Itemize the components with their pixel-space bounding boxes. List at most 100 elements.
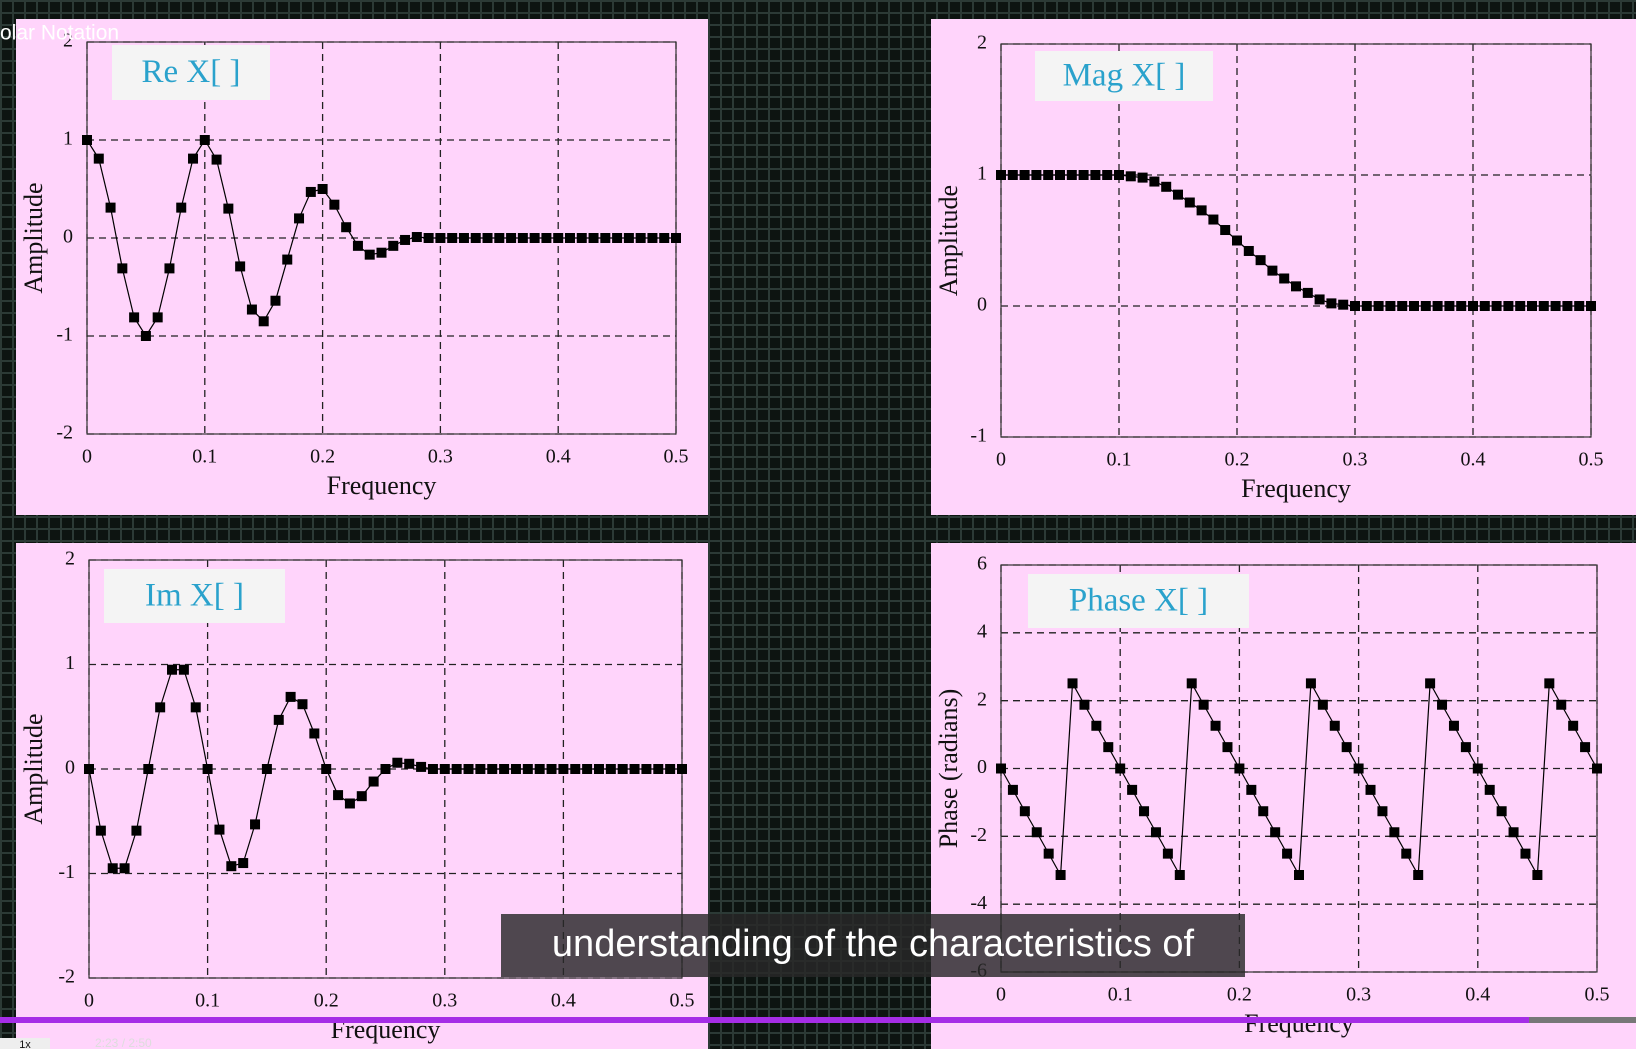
data-point xyxy=(534,764,545,774)
data-point xyxy=(344,798,355,809)
y-axis-label: Amplitude xyxy=(19,182,48,293)
x-axis-label: Frequency xyxy=(1241,474,1351,503)
chart-title: Re X[ ] xyxy=(142,54,241,90)
x-tick-label: 0 xyxy=(996,449,1006,471)
x-tick-label: 0.2 xyxy=(310,446,335,468)
data-point xyxy=(1007,170,1018,180)
data-point xyxy=(1574,301,1585,311)
data-point xyxy=(1220,225,1231,236)
data-point xyxy=(1043,170,1054,180)
data-point xyxy=(1586,301,1596,311)
title-box xyxy=(1035,51,1213,101)
data-point xyxy=(1479,301,1490,311)
data-point xyxy=(629,764,640,774)
y-tick-label: 1 xyxy=(977,163,987,185)
data-point xyxy=(82,135,92,145)
data-point xyxy=(439,764,450,774)
y-axis-label: Amplitude xyxy=(19,713,48,824)
data-point xyxy=(1397,301,1408,311)
data-point xyxy=(499,764,510,774)
data-point xyxy=(427,764,438,774)
data-point xyxy=(341,222,352,233)
data-point xyxy=(1373,301,1384,311)
data-point xyxy=(996,170,1006,180)
x-tick-label: 0.1 xyxy=(1107,449,1132,471)
data-point xyxy=(119,863,130,874)
y-tick-label: -1 xyxy=(56,324,73,346)
data-point xyxy=(1222,742,1233,753)
data-point xyxy=(1031,170,1042,180)
time-display: 2:23 / 2:50 xyxy=(95,1036,152,1049)
x-tick-label: 0.3 xyxy=(428,446,453,468)
y-axis-label: Amplitude xyxy=(934,185,963,296)
data-point xyxy=(1420,301,1431,311)
data-point xyxy=(1365,784,1376,795)
data-point xyxy=(214,824,225,835)
x-tick-label: 0.4 xyxy=(551,990,576,1012)
data-point xyxy=(1234,763,1245,774)
y-tick-label: 6 xyxy=(977,553,987,575)
data-point xyxy=(1079,699,1090,710)
data-point xyxy=(1353,763,1364,774)
data-point xyxy=(226,861,237,872)
data-point xyxy=(1317,699,1328,710)
data-point xyxy=(238,858,249,869)
x-tick-label: 0.2 xyxy=(1225,449,1250,471)
data-point xyxy=(188,153,199,164)
x-tick-label: 0.2 xyxy=(1227,984,1252,1006)
chart-title: Phase X[ ] xyxy=(1069,583,1208,619)
data-point xyxy=(1472,763,1483,774)
data-point xyxy=(435,233,446,243)
y-tick-label: 2 xyxy=(63,30,73,52)
data-point xyxy=(364,249,375,260)
data-point xyxy=(653,764,664,774)
data-point xyxy=(1389,827,1400,838)
speed-label: 1x xyxy=(19,1039,31,1049)
data-point xyxy=(1580,742,1591,753)
data-point xyxy=(305,186,316,197)
data-point xyxy=(107,863,118,874)
data-point xyxy=(605,764,616,774)
data-point xyxy=(155,702,166,713)
data-point xyxy=(333,790,344,801)
data-point xyxy=(246,304,257,315)
data-point xyxy=(223,203,234,214)
data-point xyxy=(1162,848,1173,859)
data-point xyxy=(1377,806,1388,817)
data-point xyxy=(1302,287,1313,298)
data-point xyxy=(1326,298,1337,309)
x-tick-label: 0.5 xyxy=(664,446,689,468)
data-point xyxy=(1338,299,1349,310)
data-point xyxy=(1150,827,1161,838)
data-point xyxy=(1196,205,1207,216)
progress-played[interactable] xyxy=(0,1017,1529,1023)
x-tick-label: 0.3 xyxy=(432,990,457,1012)
data-point xyxy=(1444,301,1455,311)
title-box xyxy=(104,569,285,623)
data-point xyxy=(1149,176,1160,187)
data-point xyxy=(84,764,94,774)
x-tick-label: 0.3 xyxy=(1346,984,1371,1006)
data-point xyxy=(190,702,201,713)
x-tick-label: 0.4 xyxy=(546,446,571,468)
data-point xyxy=(482,233,493,243)
y-axis-label: Phase (radians) xyxy=(934,689,963,849)
data-point xyxy=(1055,170,1065,180)
data-point xyxy=(250,819,261,830)
data-point xyxy=(1115,763,1126,774)
data-point xyxy=(506,233,517,243)
x-tick-label: 0.3 xyxy=(1343,449,1368,471)
data-point xyxy=(458,233,469,243)
data-point xyxy=(309,728,320,739)
y-tick-label: 4 xyxy=(977,620,987,642)
y-tick-label: -1 xyxy=(970,425,987,447)
data-point xyxy=(1568,720,1579,731)
data-point xyxy=(1173,189,1183,200)
data-point xyxy=(1409,301,1419,311)
data-point xyxy=(553,233,564,243)
data-point xyxy=(671,233,681,243)
data-point xyxy=(470,233,481,243)
speed-button[interactable] xyxy=(0,1038,50,1049)
